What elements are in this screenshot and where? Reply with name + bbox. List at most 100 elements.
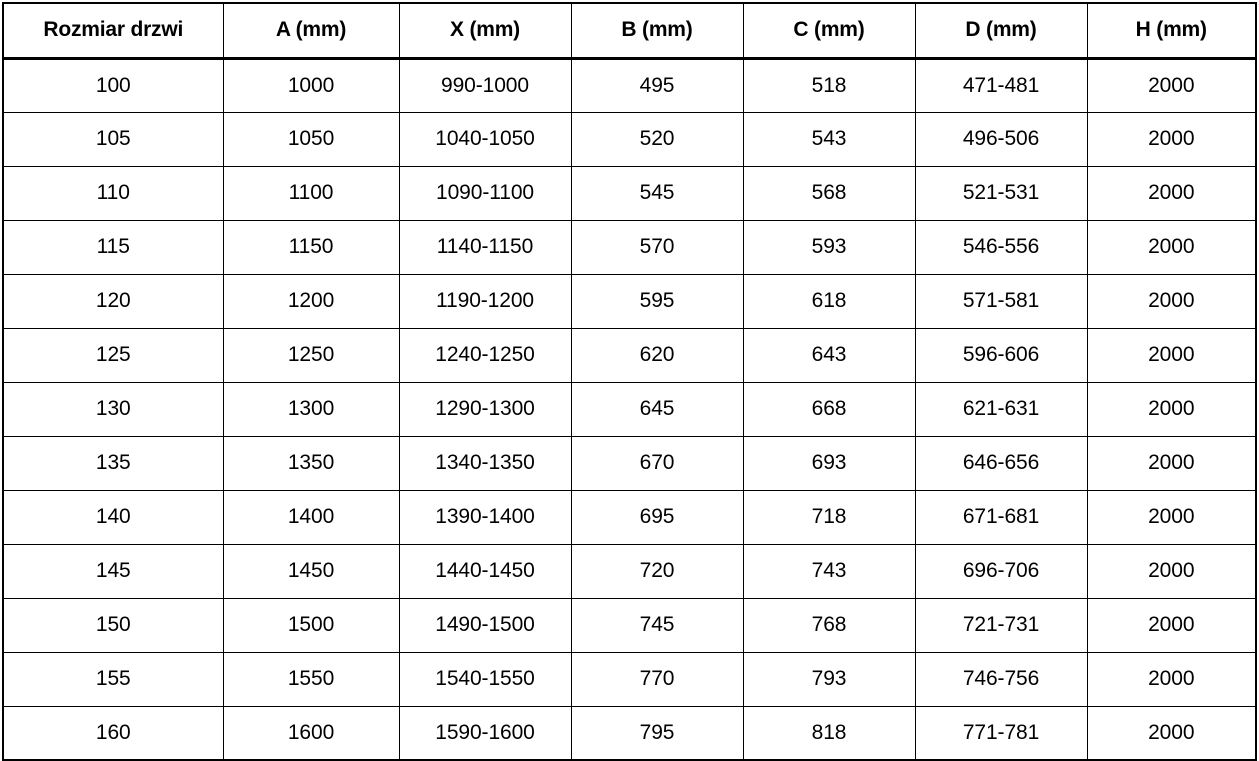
table-header: Rozmiar drzwi A (mm) X (mm) B (mm) C (mm… [2,2,1257,60]
cell-b: 545 [570,165,744,221]
cell-b: 670 [570,435,744,491]
cell-rozmiar-drzwi: 155 [2,651,224,707]
cell-b: 645 [570,381,744,437]
cell-x: 1440-1450 [398,543,572,599]
table-header-row: Rozmiar drzwi A (mm) X (mm) B (mm) C (mm… [2,2,1257,60]
cell-d: 671-681 [914,489,1088,545]
table-row: 160 1600 1590-1600 795 818 771-781 2000 [2,705,1257,761]
cell-h: 2000 [1086,219,1257,275]
cell-a: 1450 [222,543,400,599]
table-row: 120 1200 1190-1200 595 618 571-581 2000 [2,273,1257,329]
cell-rozmiar-drzwi: 120 [2,273,224,329]
cell-c: 693 [742,435,916,491]
cell-h: 2000 [1086,57,1257,113]
cell-c: 643 [742,327,916,383]
table-row: 150 1500 1490-1500 745 768 721-731 2000 [2,597,1257,653]
cell-d: 521-531 [914,165,1088,221]
cell-h: 2000 [1086,111,1257,167]
cell-d: 746-756 [914,651,1088,707]
cell-c: 568 [742,165,916,221]
table-row: 135 1350 1340-1350 670 693 646-656 2000 [2,435,1257,491]
cell-x: 1240-1250 [398,327,572,383]
table-row: 145 1450 1440-1450 720 743 696-706 2000 [2,543,1257,599]
cell-rozmiar-drzwi: 135 [2,435,224,491]
cell-d: 771-781 [914,705,1088,761]
cell-b: 495 [570,57,744,113]
cell-x: 1490-1500 [398,597,572,653]
cell-x: 1040-1050 [398,111,572,167]
cell-rozmiar-drzwi: 125 [2,327,224,383]
column-header-c-mm: C (mm) [742,2,916,60]
cell-rozmiar-drzwi: 115 [2,219,224,275]
cell-h: 2000 [1086,165,1257,221]
cell-a: 1600 [222,705,400,761]
cell-a: 1100 [222,165,400,221]
cell-h: 2000 [1086,435,1257,491]
cell-a: 1500 [222,597,400,653]
cell-a: 1150 [222,219,400,275]
cell-b: 595 [570,273,744,329]
table-row: 100 1000 990-1000 495 518 471-481 2000 [2,57,1257,113]
cell-a: 1400 [222,489,400,545]
cell-rozmiar-drzwi: 140 [2,489,224,545]
cell-x: 1340-1350 [398,435,572,491]
cell-h: 2000 [1086,327,1257,383]
column-header-b-mm: B (mm) [570,2,744,60]
table-row: 110 1100 1090-1100 545 568 521-531 2000 [2,165,1257,221]
cell-c: 743 [742,543,916,599]
cell-x: 1540-1550 [398,651,572,707]
cell-h: 2000 [1086,651,1257,707]
table-row: 125 1250 1240-1250 620 643 596-606 2000 [2,327,1257,383]
cell-h: 2000 [1086,381,1257,437]
cell-c: 518 [742,57,916,113]
cell-c: 718 [742,489,916,545]
column-header-a-mm: A (mm) [222,2,400,60]
cell-c: 593 [742,219,916,275]
cell-h: 2000 [1086,489,1257,545]
cell-b: 520 [570,111,744,167]
cell-d: 471-481 [914,57,1088,113]
cell-b: 720 [570,543,744,599]
cell-rozmiar-drzwi: 105 [2,111,224,167]
cell-rozmiar-drzwi: 145 [2,543,224,599]
cell-c: 768 [742,597,916,653]
cell-d: 496-506 [914,111,1088,167]
cell-b: 795 [570,705,744,761]
cell-a: 1550 [222,651,400,707]
table-body: 100 1000 990-1000 495 518 471-481 2000 1… [2,57,1257,761]
cell-d: 721-731 [914,597,1088,653]
cell-d: 696-706 [914,543,1088,599]
cell-x: 1290-1300 [398,381,572,437]
cell-x: 1390-1400 [398,489,572,545]
cell-c: 818 [742,705,916,761]
table-row: 140 1400 1390-1400 695 718 671-681 2000 [2,489,1257,545]
cell-a: 1050 [222,111,400,167]
cell-b: 695 [570,489,744,545]
table-row: 155 1550 1540-1550 770 793 746-756 2000 [2,651,1257,707]
table-row: 130 1300 1290-1300 645 668 621-631 2000 [2,381,1257,437]
cell-x: 990-1000 [398,57,572,113]
cell-d: 646-656 [914,435,1088,491]
cell-b: 770 [570,651,744,707]
cell-d: 596-606 [914,327,1088,383]
cell-a: 1200 [222,273,400,329]
cell-c: 543 [742,111,916,167]
cell-b: 745 [570,597,744,653]
cell-c: 793 [742,651,916,707]
cell-b: 570 [570,219,744,275]
cell-a: 1250 [222,327,400,383]
cell-d: 571-581 [914,273,1088,329]
cell-a: 1000 [222,57,400,113]
cell-b: 620 [570,327,744,383]
cell-x: 1590-1600 [398,705,572,761]
cell-rozmiar-drzwi: 150 [2,597,224,653]
cell-a: 1350 [222,435,400,491]
cell-h: 2000 [1086,543,1257,599]
cell-rozmiar-drzwi: 100 [2,57,224,113]
column-header-h-mm: H (mm) [1086,2,1257,60]
cell-x: 1140-1150 [398,219,572,275]
cell-x: 1190-1200 [398,273,572,329]
cell-h: 2000 [1086,273,1257,329]
